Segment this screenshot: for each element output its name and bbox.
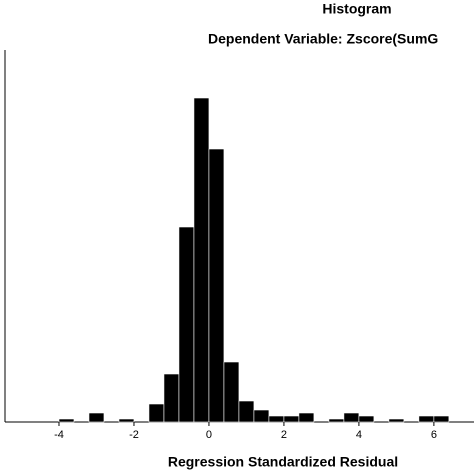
x-axis-label: Regression Standardized Residual	[168, 454, 398, 470]
bar	[433, 415, 450, 423]
bar	[88, 412, 105, 423]
bar	[208, 148, 225, 423]
bar	[388, 418, 405, 423]
x-tick-label: -4	[54, 429, 64, 441]
x-tick-label: 6	[431, 429, 437, 441]
bar	[328, 418, 345, 423]
x-tick-label: 2	[281, 429, 287, 441]
bar	[298, 412, 315, 423]
bar	[118, 418, 135, 423]
chart-title: Histogram	[322, 1, 391, 17]
x-tick-label: -2	[129, 429, 139, 441]
bar	[253, 409, 270, 423]
x-tick-label: 4	[356, 429, 362, 441]
bar	[238, 400, 255, 423]
bar	[268, 415, 285, 423]
bar	[163, 373, 180, 423]
bar	[58, 418, 75, 423]
bar	[223, 361, 240, 423]
bar	[148, 403, 165, 423]
x-tick-label: 0	[206, 429, 212, 441]
bar	[418, 415, 435, 423]
bar	[358, 415, 375, 423]
bar	[193, 97, 210, 423]
bar	[283, 415, 300, 423]
bar	[343, 412, 360, 423]
bar	[178, 226, 195, 423]
chart-subtitle: Dependent Variable: Zscore(SumG	[208, 31, 438, 47]
